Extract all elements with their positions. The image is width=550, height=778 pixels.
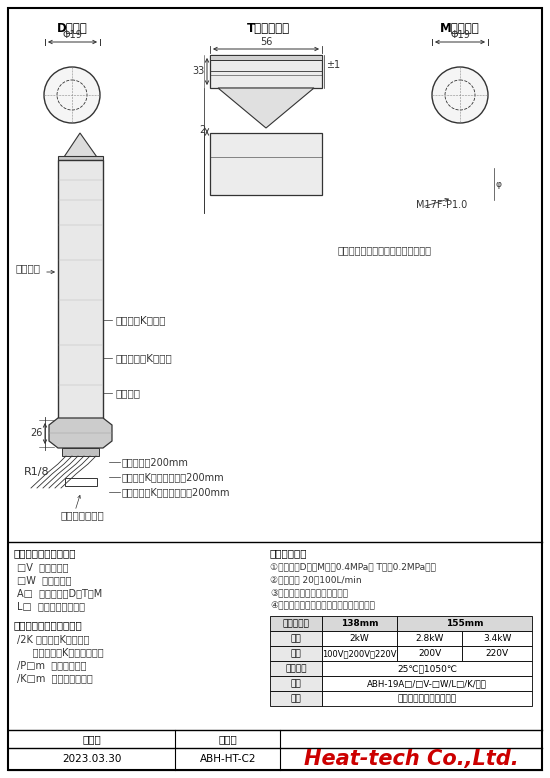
Text: 155mm: 155mm [446,619,483,628]
Circle shape [44,67,100,123]
Text: 番　號: 番 號 [219,734,238,744]
Text: 熱風溫度K熱電偶線　約200mm: 熱風溫度K熱電偶線 約200mm [122,472,224,482]
Text: 【選項　特別訂貨對應】: 【選項 特別訂貨對應】 [14,620,82,630]
Text: 日　期: 日 期 [82,734,101,744]
Text: A□  噴嘴指定　D　T　M: A□ 噴嘴指定 D T M [17,588,102,598]
Text: 熱風出口: 熱風出口 [15,263,40,273]
Text: 發熱體溫度K熱電偶: 發熱體溫度K熱電偶 [115,353,172,363]
Bar [462,646,532,661]
Bar [58,156,103,160]
Text: 200V: 200V [418,649,441,658]
Text: φ: φ [496,180,502,188]
Bar [322,616,397,631]
Text: 品名: 品名 [290,694,301,703]
Text: 電壓: 電壓 [290,649,301,658]
Bar [322,646,397,661]
Text: 我們公司將在尖端定制訂購螺紋接頭: 我們公司將在尖端定制訂購螺紋接頭 [338,245,432,255]
Text: ABH-HT-C2: ABH-HT-C2 [200,754,256,764]
Polygon shape [49,418,112,448]
Text: Φ19: Φ19 [450,30,470,40]
Text: □W  電力的指定: □W 電力的指定 [17,575,72,585]
Text: 2023.03.30: 2023.03.30 [62,754,122,764]
Text: 基準管長度: 基準管長度 [283,619,310,628]
Text: 26: 26 [31,428,43,438]
Bar [397,631,462,646]
Text: 25℃～1050℃: 25℃～1050℃ [397,664,457,673]
Text: 發熱體溫度K熱電偶線　約200mm: 發熱體溫度K熱電偶線 約200mm [122,487,230,497]
Text: 33: 33 [192,66,205,76]
Text: M型內螺紋: M型內螺紋 [440,22,480,35]
Bar [65,478,97,486]
Text: ①這是耕壓D型和M型是0.4MPa、 T型是0.2MPa的。: ①這是耕壓D型和M型是0.4MPa、 T型是0.2MPa的。 [270,562,436,571]
Bar [322,691,532,706]
Text: Φ19: Φ19 [62,30,82,40]
Text: 56: 56 [260,37,272,47]
Text: ±1: ±1 [326,60,340,70]
Text: 不锨遡管: 不锨遡管 [115,388,140,398]
Bar [270,631,322,646]
Text: 【在訂貨時規格指定】: 【在訂貨時規格指定】 [14,548,76,558]
Text: 2.8kW: 2.8kW [415,634,444,643]
Text: 熱風溫度K熱電偶: 熱風溫度K熱電偶 [115,315,166,325]
Text: 100V、200V、220V: 100V、200V、220V [322,649,397,658]
Text: /K□m  熱電偶線長指定: /K□m 熱電偶線長指定 [17,673,93,683]
Bar [210,133,322,195]
Text: /2K 熱風溫度K熱電偶和: /2K 熱風溫度K熱電偶和 [17,634,89,644]
Polygon shape [218,88,314,128]
Text: 發熱體溫度K熱電偶的追加: 發熱體溫度K熱電偶的追加 [17,647,103,657]
Text: D型直噴: D型直噴 [57,22,87,35]
Text: ABH-19A□/□V-□W/L□/K/選項: ABH-19A□/□V-□W/L□/K/選項 [367,679,487,688]
Text: 電源線　約200mm: 電源線 約200mm [122,457,189,467]
Text: M17F-P1.0: M17F-P1.0 [416,200,468,210]
Bar [397,616,532,631]
Text: ④不供給低溫氣體而加熱的話加熱器燕壞。: ④不供給低溫氣體而加熱的話加熱器燕壞。 [270,601,375,610]
Text: 2kW: 2kW [350,634,370,643]
Text: Heat-tech Co.,Ltd.: Heat-tech Co.,Ltd. [304,749,518,769]
Text: ②推奨流量 20～100L/min: ②推奨流量 20～100L/min [270,575,362,584]
Bar [210,55,322,88]
Text: 壓縮氣體供給口: 壓縮氣體供給口 [60,510,104,520]
Bar [58,160,103,420]
Text: 【注意事項】: 【注意事項】 [270,548,307,558]
Text: 220V: 220V [486,649,509,658]
Text: 熱風溫度: 熱風溫度 [285,664,307,673]
Bar [322,676,532,691]
Text: 高溫用高出力熱風加熱器: 高溫用高出力熱風加熱器 [398,694,456,703]
Text: 型號: 型號 [290,679,301,688]
Text: T型狹縫射出: T型狹縫射出 [246,22,289,35]
Text: 3.4kW: 3.4kW [483,634,511,643]
Circle shape [432,67,488,123]
Text: 138mm: 138mm [341,619,378,628]
Text: 2: 2 [199,125,205,135]
Text: 電力: 電力 [290,634,301,643]
Bar [397,646,462,661]
Polygon shape [62,133,99,160]
Text: ③請供給氣體應該是取出穿乾。: ③請供給氣體應該是取出穿乾。 [270,588,348,597]
Bar [270,691,322,706]
Text: R1/8: R1/8 [24,467,50,477]
Text: L□  基準管長度的指定: L□ 基準管長度的指定 [17,601,85,611]
Bar [270,616,322,631]
Bar [210,55,322,60]
Bar [270,646,322,661]
Bar [322,661,532,676]
Text: □V  電壓的指定: □V 電壓的指定 [17,562,69,572]
Bar [62,448,99,456]
Bar [322,631,397,646]
Bar [270,676,322,691]
Text: /P□m  電源線長指定: /P□m 電源線長指定 [17,660,86,670]
Bar [270,661,322,676]
Bar [462,631,532,646]
